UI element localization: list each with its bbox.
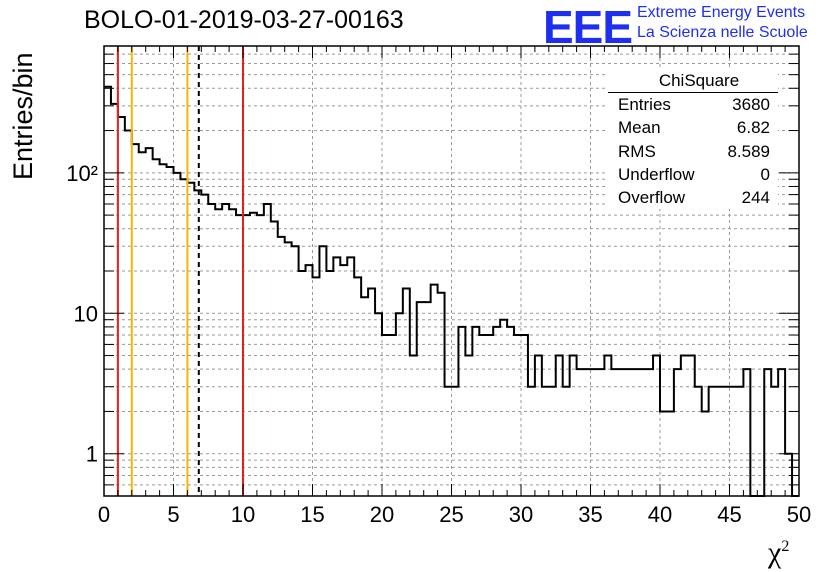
stats-row-rms: RMS 8.589 <box>608 140 778 163</box>
y-tick-label: 10² <box>66 161 98 186</box>
stats-box-title: ChiSquare <box>608 70 778 93</box>
x-tick-label: 10 <box>231 502 255 527</box>
y-tick-label: 10 <box>74 301 98 326</box>
stats-label: Underflow <box>618 164 695 184</box>
x-tick-label: 0 <box>98 502 110 527</box>
x-axis-label-superscript: 2 <box>781 538 790 555</box>
stats-label: Mean <box>618 118 661 138</box>
stats-label: Entries <box>618 95 671 114</box>
stats-value: 0 <box>760 164 770 184</box>
stats-value: 3680 <box>732 95 770 114</box>
stats-box: ChiSquare Entries 3680 Mean 6.82 RMS 8.589 … <box>608 70 778 210</box>
stats-row-underflow: Underflow 0 <box>608 163 778 186</box>
x-tick-label: 30 <box>509 502 533 527</box>
y-axis-label: Entries/bin <box>8 52 38 180</box>
x-tick-label: 5 <box>167 502 179 527</box>
stats-value: 244 <box>741 188 770 208</box>
stats-label: Overflow <box>618 188 686 208</box>
stats-row-entries: Entries 3680 <box>608 93 778 116</box>
x-tick-label: 50 <box>787 502 811 527</box>
eee-logo: EEE <box>543 1 633 53</box>
x-axis-label-symbol: χ <box>768 536 782 569</box>
chart-title: BOLO-01-2019-03-27-00163 <box>84 6 404 34</box>
stats-row-overflow: Overflow 244 <box>608 186 778 209</box>
x-tick-label: 35 <box>578 502 602 527</box>
x-tick-label: 45 <box>717 502 741 527</box>
stats-row-mean: Mean 6.82 <box>608 116 778 139</box>
histogram-line <box>104 85 799 497</box>
stats-label: RMS <box>618 141 656 161</box>
x-tick-label: 15 <box>300 502 324 527</box>
x-tick-label: 40 <box>648 502 672 527</box>
stats-value: 8.589 <box>727 141 770 161</box>
logo-line-1: Extreme Energy Events <box>637 4 806 21</box>
x-tick-label: 20 <box>370 502 394 527</box>
y-tick-label: 1 <box>86 442 98 467</box>
stats-value: 6.82 <box>736 118 770 138</box>
logo-line-2: La Scienza nelle Scuole <box>637 24 808 41</box>
x-axis-label: χ2 <box>768 536 789 570</box>
x-tick-label: 25 <box>439 502 463 527</box>
